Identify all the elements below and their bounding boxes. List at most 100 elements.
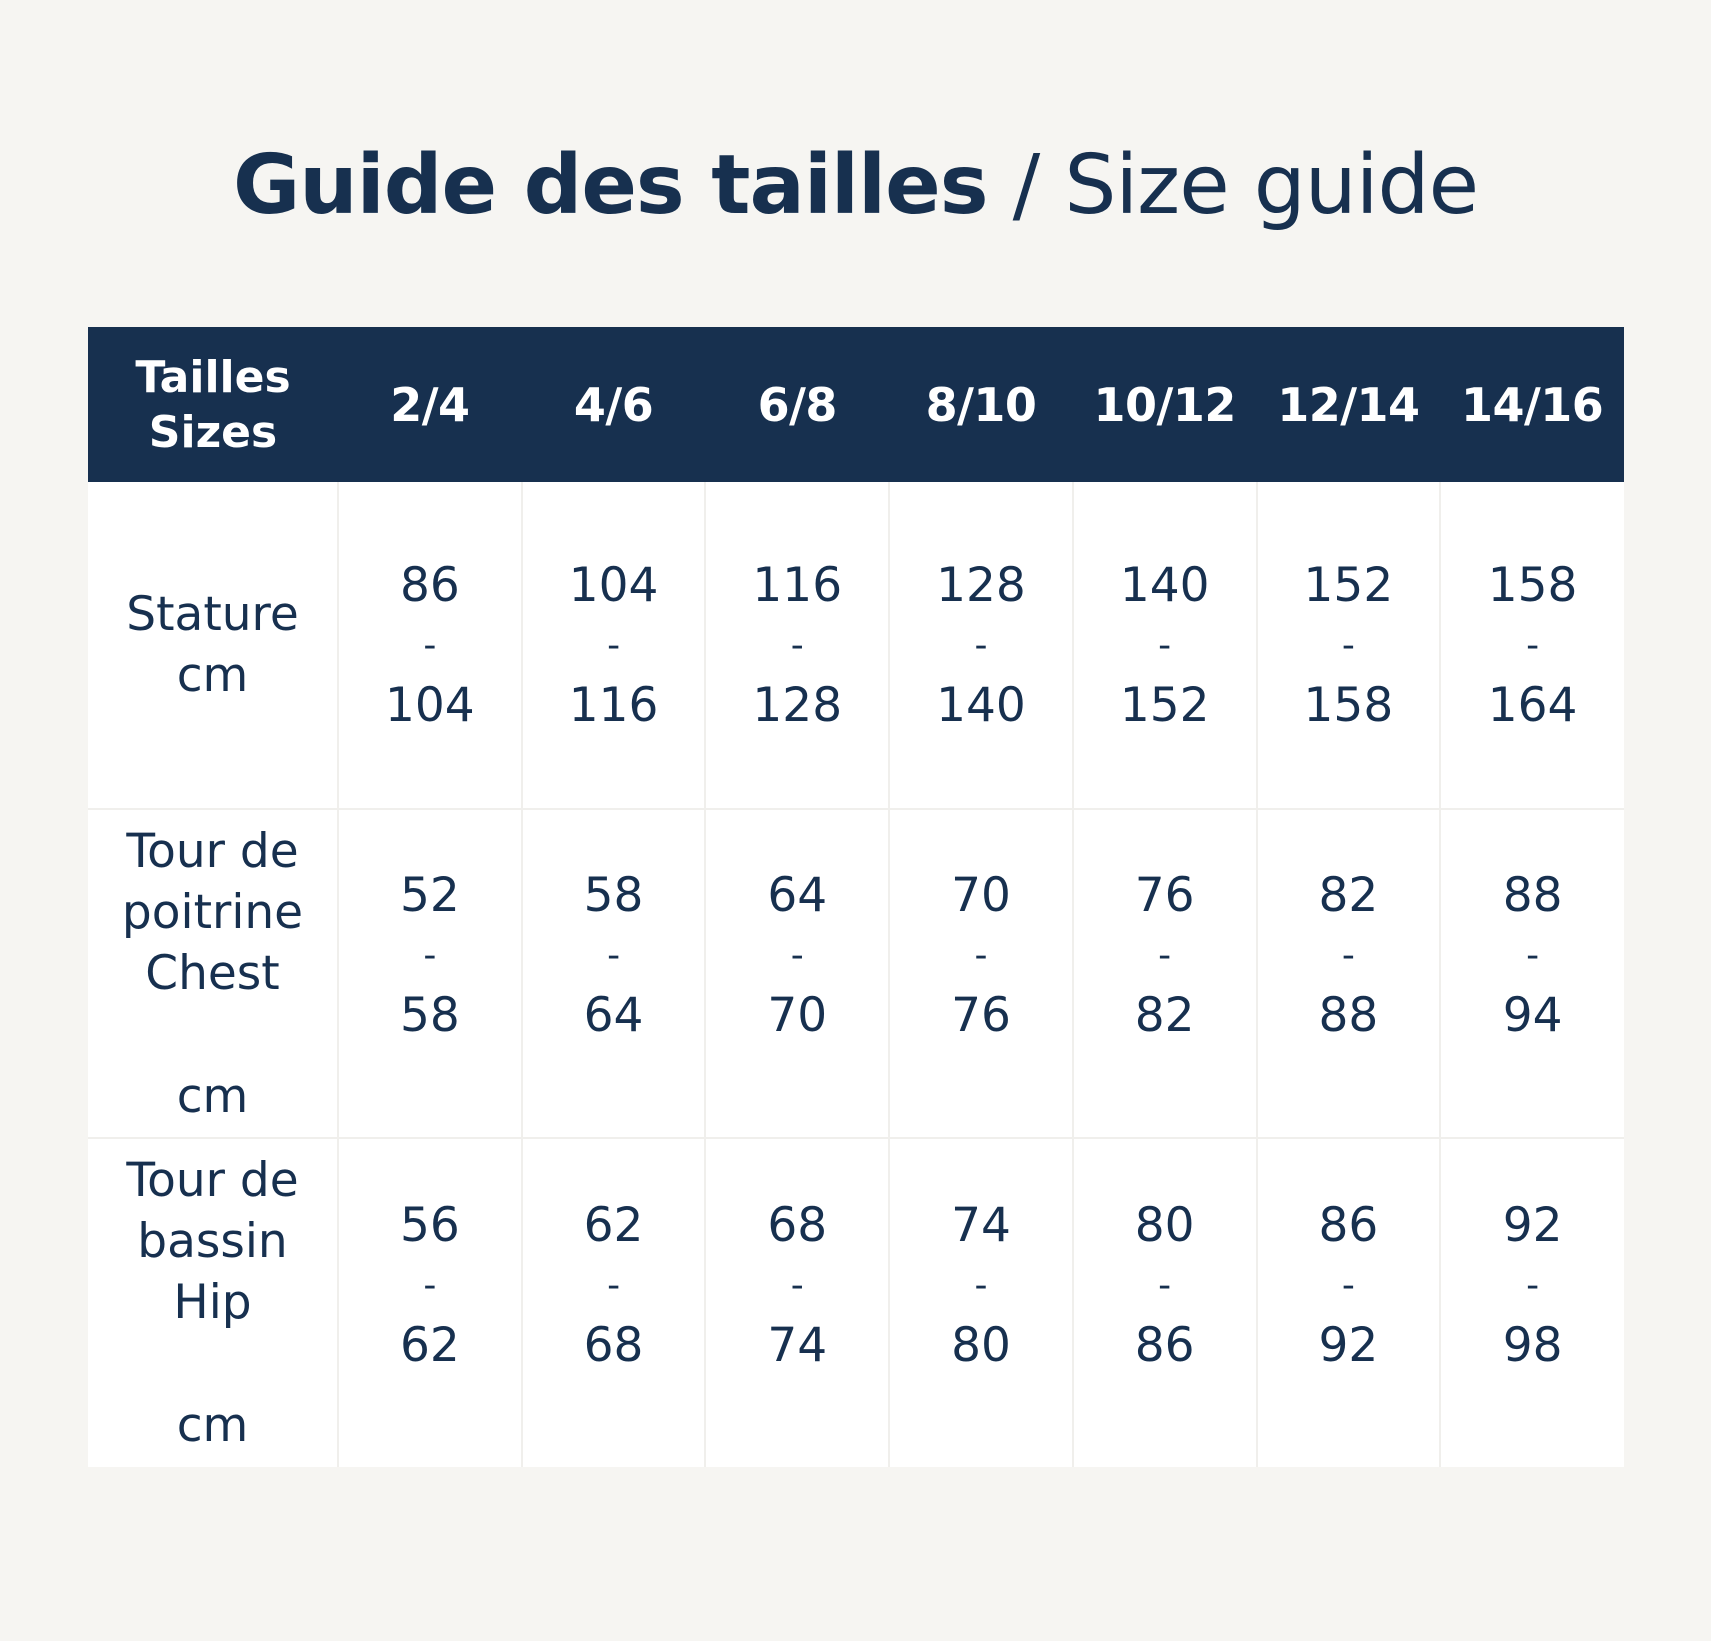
value-min: 80 xyxy=(1134,1197,1195,1253)
value-separator: - xyxy=(1526,935,1540,976)
header-size-12-14: 12/14 xyxy=(1277,377,1420,432)
value-separator: - xyxy=(1158,1264,1172,1306)
value-max: 140 xyxy=(936,677,1026,733)
table-header-row: Tailles Sizes 2/4 4/6 6/8 8/10 10/12 12/… xyxy=(88,327,1624,482)
value-max: 80 xyxy=(951,1317,1011,1373)
header-size-14-16: 14/16 xyxy=(1460,377,1604,432)
row-label-hip: Tour de bassin Hip cm xyxy=(88,1138,340,1467)
row-label-spacer xyxy=(88,1004,337,1066)
page-title: Guide des tailles / Size guide xyxy=(0,136,1711,236)
row-label-text: bassin xyxy=(137,1214,288,1269)
value-separator: - xyxy=(1526,624,1540,666)
value-max: 98 xyxy=(1502,1317,1563,1373)
table-cell: 152 - 158 xyxy=(1256,482,1442,810)
value-separator: - xyxy=(607,1264,621,1306)
value-max: 74 xyxy=(767,1317,828,1373)
header-size-6-8: 6/8 xyxy=(757,377,838,432)
page-title-french: Guide des tailles xyxy=(232,138,989,233)
value-separator: - xyxy=(423,624,437,666)
table-row-chest: Tour de poitrine Chest cm 52 - 58 58 - 64 64… xyxy=(88,809,1624,1139)
value-min: 92 xyxy=(1502,1197,1563,1253)
row-label-chest: Tour de poitrine Chest cm xyxy=(88,809,340,1139)
value-max: 158 xyxy=(1303,677,1394,733)
value-separator: - xyxy=(790,935,804,976)
row-label-text: Chest xyxy=(145,945,280,1001)
row-label-stature: Stature cm xyxy=(88,482,340,810)
row-label-text: Tour de xyxy=(126,823,299,879)
value-max: 68 xyxy=(583,1317,644,1373)
value-max: 62 xyxy=(399,1317,460,1373)
value-separator: - xyxy=(974,935,988,976)
value-min: 86 xyxy=(399,557,460,613)
value-max: 82 xyxy=(1134,988,1195,1043)
value-min: 116 xyxy=(752,557,843,613)
value-min: 158 xyxy=(1487,557,1578,613)
value-max: 94 xyxy=(1502,988,1563,1043)
value-separator: - xyxy=(1158,935,1172,976)
value-separator: - xyxy=(974,1264,988,1306)
table-cell: 68 - 74 xyxy=(705,1138,891,1467)
table-cell: 86 - 92 xyxy=(1256,1138,1442,1467)
value-separator: - xyxy=(1341,935,1355,976)
row-label-text: Tour de xyxy=(126,1153,299,1208)
value-separator: - xyxy=(1158,624,1172,666)
value-min: 76 xyxy=(1134,868,1195,923)
table-cell: 76 - 82 xyxy=(1072,809,1258,1139)
table-cell: 52 - 58 xyxy=(338,809,523,1139)
value-min: 58 xyxy=(583,868,644,923)
table-cell: 116 - 128 xyxy=(705,482,891,810)
value-separator: - xyxy=(1341,1264,1355,1306)
value-min: 140 xyxy=(1119,557,1210,613)
row-label-text: poitrine xyxy=(121,884,304,940)
size-guide-table: Tailles Sizes 2/4 4/6 6/8 8/10 10/12 12/… xyxy=(88,327,1624,1467)
value-min: 86 xyxy=(1318,1197,1379,1253)
header-corner-french: Tailles xyxy=(135,351,291,403)
value-separator: - xyxy=(423,935,437,976)
value-separator: - xyxy=(1341,624,1355,666)
value-separator: - xyxy=(1526,1264,1540,1306)
header-corner-english: Sizes xyxy=(148,406,278,458)
value-max: 88 xyxy=(1318,988,1379,1043)
value-separator: - xyxy=(423,1264,437,1306)
header-size-10-12: 10/12 xyxy=(1093,377,1237,432)
row-label-spacer xyxy=(88,1333,337,1395)
table-cell: 82 - 88 xyxy=(1256,809,1442,1139)
header-corner-cell: Tailles Sizes xyxy=(88,327,338,482)
value-min: 82 xyxy=(1318,868,1379,923)
table-cell: 70 - 76 xyxy=(889,809,1074,1139)
value-max: 116 xyxy=(568,677,659,733)
value-min: 88 xyxy=(1502,868,1563,923)
value-max: 86 xyxy=(1134,1317,1195,1373)
value-min: 128 xyxy=(936,557,1026,613)
value-min: 62 xyxy=(583,1197,644,1253)
table-cell: 86 - 104 xyxy=(338,482,523,810)
value-min: 74 xyxy=(951,1197,1011,1253)
value-min: 104 xyxy=(568,557,659,613)
value-separator: - xyxy=(607,624,621,666)
row-label-unit: cm xyxy=(176,1068,249,1124)
value-separator: - xyxy=(790,624,804,666)
table-cell: 158 - 164 xyxy=(1440,482,1624,810)
table-cell: 104 - 116 xyxy=(521,482,707,810)
page-title-english: / Size guide xyxy=(987,138,1479,233)
value-min: 70 xyxy=(951,868,1011,923)
table-cell: 88 - 94 xyxy=(1440,809,1624,1139)
value-min: 152 xyxy=(1303,557,1394,613)
table-cell: 74 - 80 xyxy=(889,1138,1074,1467)
value-min: 56 xyxy=(399,1197,460,1253)
value-min: 68 xyxy=(767,1197,828,1253)
value-separator: - xyxy=(607,935,621,976)
value-min: 52 xyxy=(399,868,460,923)
value-max: 164 xyxy=(1487,677,1578,733)
value-max: 152 xyxy=(1119,677,1210,733)
table-cell: 140 - 152 xyxy=(1072,482,1258,810)
table-row-hip: Tour de bassin Hip cm 56-62 62-68 68-74 … xyxy=(88,1138,1624,1467)
table-cell: 56 - 62 xyxy=(338,1138,523,1467)
header-size-8-10: 8/10 xyxy=(925,377,1037,432)
table-cell: 92 - 98 xyxy=(1440,1138,1624,1467)
table-cell: 62 - 68 xyxy=(521,1138,707,1467)
header-size-4-6: 4/6 xyxy=(573,377,654,432)
table-row-stature: Stature cm 86-104 104-116 116-128 128-14… xyxy=(88,482,1624,810)
row-label-text: Hip xyxy=(173,1275,252,1330)
value-max: 104 xyxy=(385,677,475,733)
